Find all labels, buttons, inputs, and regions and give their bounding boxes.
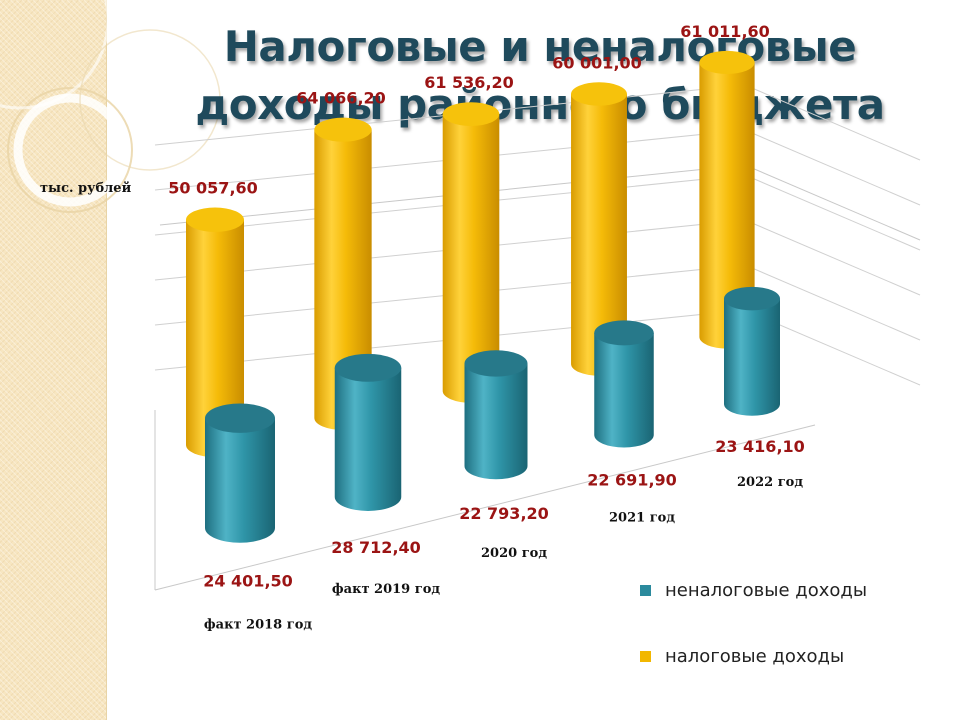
bar-tax-top xyxy=(314,117,372,142)
bar-nontax-top xyxy=(724,286,780,311)
bar-nontax-body xyxy=(205,418,275,543)
gridline-side xyxy=(744,174,921,251)
bar-nontax xyxy=(594,320,654,448)
bar-nontax-body xyxy=(594,332,654,448)
data-label-tax: 64 066,20 xyxy=(296,89,386,108)
bar-tax-top xyxy=(442,102,500,126)
bar-nontax-top xyxy=(464,350,528,377)
bar-nontax xyxy=(464,350,528,480)
bar-tax-body xyxy=(442,114,500,403)
data-label-tax: 60 001,00 xyxy=(552,53,642,72)
legend-label-nontax: неналоговые доходы xyxy=(665,580,868,601)
bar-tax xyxy=(442,102,500,403)
bar-nontax-body xyxy=(464,363,528,480)
bar-nontax-top xyxy=(205,403,275,433)
data-label-tax: 61 011,60 xyxy=(680,22,770,41)
gridline-side xyxy=(744,84,921,161)
bar-nontax-body xyxy=(334,367,402,511)
bar-nontax xyxy=(724,286,780,416)
data-label-tax: 50 057,60 xyxy=(168,179,258,198)
bar-nontax xyxy=(334,353,402,511)
bar-nontax xyxy=(205,403,275,543)
gridline-side xyxy=(744,129,921,206)
category-label: 2021 год xyxy=(609,510,675,525)
legend-label-tax: налоговые доходы xyxy=(665,646,845,667)
bar-tax xyxy=(699,50,755,349)
title-line-2: доходы районного бюджета xyxy=(195,80,885,129)
category-label: 2020 год xyxy=(481,546,547,561)
category-label: факт 2019 год xyxy=(332,582,440,597)
bar-nontax-top xyxy=(594,320,654,346)
legend-swatch-nontax xyxy=(640,585,651,596)
bar-tax-body xyxy=(571,93,627,376)
category-label: 2022 год xyxy=(737,475,803,490)
data-label-nontax: 28 712,40 xyxy=(331,538,421,557)
bar-nontax-top xyxy=(334,353,402,382)
gridline-side xyxy=(744,264,921,341)
data-label-tax: 61 536,20 xyxy=(424,73,514,92)
legend-item-tax: налоговые доходы xyxy=(640,646,844,667)
bar-tax xyxy=(186,207,244,458)
decorative-circles xyxy=(0,0,221,213)
bar-tax-top xyxy=(571,82,627,106)
gridline-side xyxy=(744,219,921,296)
side-top-edge xyxy=(744,164,921,241)
bar-tax-body xyxy=(186,219,244,458)
category-label: факт 2018 год xyxy=(204,618,312,633)
bar-tax-top xyxy=(699,50,755,75)
bar-tax xyxy=(571,82,627,376)
data-label-nontax: 23 416,10 xyxy=(715,437,805,456)
bar-tax-body xyxy=(699,62,755,349)
bar-nontax-body xyxy=(724,298,780,416)
unit-label: тыс. рублей xyxy=(40,181,132,196)
decorative-side-band xyxy=(0,0,107,720)
data-label-nontax: 22 793,20 xyxy=(459,504,549,523)
data-label-nontax: 24 401,50 xyxy=(203,572,293,591)
floor-front-edge xyxy=(154,424,816,591)
bar-tax-top xyxy=(186,207,244,232)
legend-swatch-tax xyxy=(640,651,651,662)
data-label-nontax: 22 691,90 xyxy=(587,470,677,489)
legend-item-nontax: неналоговые доходы xyxy=(640,580,867,601)
